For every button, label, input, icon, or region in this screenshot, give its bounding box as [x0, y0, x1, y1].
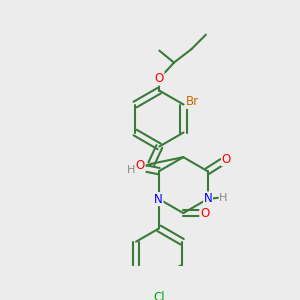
Text: Br: Br — [186, 95, 200, 108]
Text: N: N — [154, 193, 163, 206]
Text: O: O — [200, 207, 209, 220]
Text: O: O — [136, 159, 145, 172]
Text: O: O — [155, 72, 164, 85]
Text: O: O — [221, 153, 231, 166]
Text: N: N — [204, 192, 212, 205]
Text: Cl: Cl — [153, 291, 165, 300]
Text: H: H — [219, 193, 228, 203]
Text: H: H — [127, 166, 136, 176]
